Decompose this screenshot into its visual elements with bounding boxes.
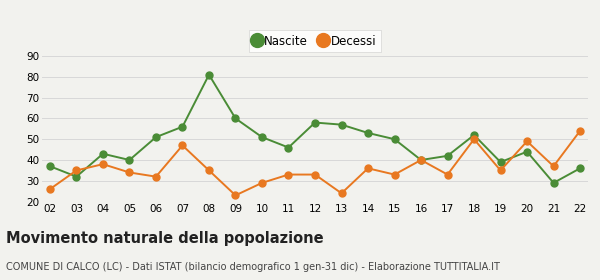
Nascite <box>259 136 266 139</box>
Decessi <box>470 137 478 141</box>
Nascite <box>523 150 530 153</box>
Decessi <box>126 171 133 174</box>
Nascite <box>577 167 584 170</box>
Nascite <box>205 73 212 76</box>
Nascite <box>364 131 371 135</box>
Nascite <box>179 125 186 129</box>
Nascite <box>126 158 133 162</box>
Decessi <box>444 173 451 176</box>
Decessi <box>285 173 292 176</box>
Decessi <box>364 167 371 170</box>
Decessi <box>100 162 107 166</box>
Line: Nascite: Nascite <box>46 71 584 186</box>
Nascite <box>46 165 53 168</box>
Nascite <box>152 136 160 139</box>
Nascite <box>73 175 80 178</box>
Decessi <box>311 173 319 176</box>
Nascite <box>444 154 451 158</box>
Decessi <box>338 192 345 195</box>
Decessi <box>497 169 504 172</box>
Nascite <box>285 146 292 149</box>
Decessi <box>259 181 266 185</box>
Nascite <box>338 123 345 126</box>
Text: COMUNE DI CALCO (LC) - Dati ISTAT (bilancio demografico 1 gen-31 dic) - Elaboraz: COMUNE DI CALCO (LC) - Dati ISTAT (bilan… <box>6 262 500 272</box>
Decessi <box>391 173 398 176</box>
Decessi <box>523 140 530 143</box>
Nascite <box>550 181 557 185</box>
Nascite <box>497 160 504 164</box>
Nascite <box>391 137 398 141</box>
Decessi <box>550 165 557 168</box>
Text: Movimento naturale della popolazione: Movimento naturale della popolazione <box>6 231 323 246</box>
Nascite <box>470 133 478 137</box>
Decessi <box>232 194 239 197</box>
Nascite <box>418 158 425 162</box>
Decessi <box>205 169 212 172</box>
Decessi <box>577 129 584 132</box>
Legend: Nascite, Decessi: Nascite, Decessi <box>249 30 381 52</box>
Nascite <box>232 117 239 120</box>
Decessi <box>152 175 160 178</box>
Decessi <box>179 144 186 147</box>
Decessi <box>46 187 53 191</box>
Nascite <box>311 121 319 124</box>
Line: Decessi: Decessi <box>46 127 584 199</box>
Decessi <box>73 169 80 172</box>
Nascite <box>100 152 107 155</box>
Decessi <box>418 158 425 162</box>
